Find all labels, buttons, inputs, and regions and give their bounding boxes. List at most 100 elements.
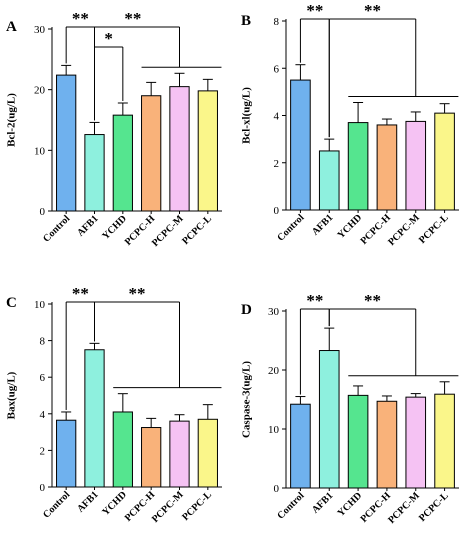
error-bar: [117, 102, 128, 116]
x-tick-label: PCPC-M: [150, 489, 186, 525]
bar-ychd: [347, 394, 369, 489]
significance-bracket: *: [94, 29, 124, 121]
y-tick-label: 20: [34, 85, 46, 97]
error-bar: [61, 411, 72, 421]
error-bar: [410, 393, 421, 398]
y-tick-label: 6: [274, 63, 280, 75]
bar-pcpc-m: [405, 396, 427, 489]
error-bar: [439, 381, 450, 395]
y-tick-label: 2: [40, 445, 46, 457]
bar-pcpc-m: [169, 86, 190, 212]
x-tick-label: Control: [275, 490, 306, 521]
x-tick-label: AFB1: [310, 490, 335, 515]
y-tick-label: 10: [34, 299, 46, 311]
y-tick-label: 8: [40, 336, 46, 348]
x-tick-label: PCPC-M: [386, 490, 422, 526]
bar-pcpc-l: [434, 393, 455, 489]
x-tick-label: PCPC-L: [417, 212, 451, 246]
error-bar: [146, 81, 157, 96]
bar-control: [56, 419, 77, 488]
y-tick-label: 10: [34, 145, 46, 157]
x-tick-label: PCPC-L: [417, 490, 451, 524]
panel-letter: C: [6, 295, 17, 311]
x-tick-label: Control: [275, 212, 306, 243]
y-tick-label: 6: [40, 372, 46, 384]
x-tick-label: PCPC-L: [180, 489, 214, 523]
bar-afb1: [84, 134, 105, 212]
significance-label: **: [72, 284, 89, 303]
error-bar: [295, 396, 306, 405]
bar-pcpc-m: [405, 120, 427, 211]
y-tick-label: 0: [274, 205, 280, 217]
significance-label: **: [124, 9, 141, 28]
error-bar: [353, 385, 364, 396]
bar-control: [290, 403, 311, 489]
y-tick-label: 0: [40, 482, 46, 494]
error-bar: [202, 78, 213, 91]
significance-label: **: [72, 9, 89, 28]
y-tick-label: 8: [274, 16, 280, 28]
x-tick-label: PCPC-L: [180, 213, 214, 247]
y-axis-label: Bcl-2(ug/L): [6, 93, 18, 147]
panel-letter: A: [6, 19, 17, 35]
error-bar: [117, 393, 128, 412]
error-bar: [174, 414, 185, 422]
error-bar: [381, 395, 392, 402]
error-bar: [295, 64, 306, 81]
x-tick-label: PCPC-M: [150, 213, 186, 249]
y-tick-label: 30: [268, 306, 280, 318]
error-bar: [324, 327, 335, 351]
error-bar: [202, 404, 213, 420]
x-tick-label: AFB1: [75, 213, 100, 238]
error-bar: [89, 342, 100, 350]
error-bar: [353, 102, 364, 123]
y-tick-label: 2: [274, 158, 280, 170]
significance-bracket: **: [299, 291, 330, 395]
error-bar: [410, 111, 421, 122]
significance-label: **: [306, 291, 323, 310]
error-bar: [61, 64, 72, 76]
y-tick-label: 4: [274, 111, 280, 123]
y-tick-label: 20: [268, 365, 280, 377]
bar-pcpc-l: [197, 90, 218, 212]
error-bar: [174, 72, 185, 87]
bar-control: [290, 79, 311, 211]
bar-pcpc-h: [141, 95, 162, 212]
significance-label: *: [104, 29, 113, 48]
significance-label: **: [364, 1, 381, 20]
significance-bracket: **: [66, 9, 222, 68]
bar-afb1: [84, 349, 105, 488]
y-tick-label: 0: [274, 483, 280, 495]
x-tick-label: Control: [41, 213, 72, 244]
x-tick-label: PCPC-M: [386, 212, 422, 248]
bar-pcpc-l: [197, 418, 218, 488]
bar-ychd: [112, 114, 133, 212]
y-tick-label: 4: [40, 409, 46, 421]
bar-pcpc-h: [376, 124, 398, 211]
bar-ychd: [347, 122, 369, 211]
error-bar: [439, 103, 450, 114]
panel-letter: D: [241, 302, 252, 318]
y-axis-label: Bcl-xl(ug/L): [241, 87, 253, 144]
error-bar: [89, 121, 100, 135]
y-axis-label: Caspase-3(ug/L): [241, 361, 253, 438]
y-tick-label: 0: [40, 206, 46, 218]
x-tick-label: Control: [41, 489, 72, 520]
x-tick-label: AFB1: [75, 489, 100, 514]
bar-pcpc-h: [141, 427, 162, 488]
significance-label: **: [364, 291, 381, 310]
panel-letter: B: [241, 13, 251, 29]
bar-pcpc-l: [434, 112, 455, 211]
significance-label: **: [129, 284, 146, 303]
error-bar: [324, 138, 335, 151]
bar-afb1: [318, 350, 340, 489]
bar-afb1: [318, 150, 340, 211]
significance-bracket: **: [328, 1, 459, 138]
bar-ychd: [112, 411, 133, 488]
y-axis-label: Bax(ug/L): [6, 371, 18, 419]
